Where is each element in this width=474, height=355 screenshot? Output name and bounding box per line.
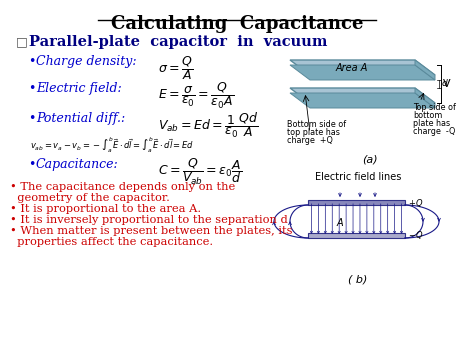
Text: $A$: $A$ — [336, 215, 344, 228]
Text: bottom: bottom — [413, 111, 442, 120]
Text: •: • — [28, 55, 36, 68]
Text: $-Q$: $-Q$ — [408, 229, 423, 241]
Text: $C = \dfrac{Q}{V_{ab}} = \varepsilon_0\dfrac{A}{d}$: $C = \dfrac{Q}{V_{ab}} = \varepsilon_0\d… — [158, 157, 242, 187]
Text: properties affect the capacitance.: properties affect the capacitance. — [10, 237, 213, 247]
Polygon shape — [415, 88, 435, 108]
Text: Charge density:: Charge density: — [36, 55, 137, 68]
Text: Electric field lines: Electric field lines — [315, 172, 401, 182]
Text: $v_{ab}=v_a-v_b=-\int_a^b\vec{E}\cdot d\vec{l}=\int_a^b\vec{E}\cdot d\vec{l}=Ed$: $v_{ab}=v_a-v_b=-\int_a^b\vec{E}\cdot d\… — [30, 135, 194, 155]
Text: Electric field:: Electric field: — [36, 82, 122, 95]
Text: $\sigma = \dfrac{Q}{A}$: $\sigma = \dfrac{Q}{A}$ — [158, 54, 193, 82]
Text: • It is proportional to the area A.: • It is proportional to the area A. — [10, 204, 201, 214]
Text: •: • — [28, 158, 36, 171]
Text: (a): (a) — [362, 155, 378, 165]
Text: plate has: plate has — [413, 119, 450, 128]
Text: d: d — [442, 80, 448, 88]
Text: top plate has: top plate has — [287, 128, 340, 137]
Text: ( b): ( b) — [348, 275, 368, 285]
Polygon shape — [290, 65, 435, 80]
Text: Area A: Area A — [336, 63, 368, 73]
Polygon shape — [290, 60, 435, 75]
Text: □: □ — [16, 35, 28, 48]
Bar — [308, 200, 405, 205]
Text: charge  +Q: charge +Q — [287, 136, 333, 145]
Text: charge  -Q: charge -Q — [413, 127, 456, 136]
Text: $+Q$: $+Q$ — [408, 197, 423, 209]
Text: Parallel-plate  capacitor  in  vacuum: Parallel-plate capacitor in vacuum — [29, 35, 328, 49]
Text: geometry of the capacitor.: geometry of the capacitor. — [10, 193, 170, 203]
Text: • The capacitance depends only on the: • The capacitance depends only on the — [10, 182, 235, 192]
Text: $E = \dfrac{\sigma}{\varepsilon_0} = \dfrac{Q}{\varepsilon_0 A}$: $E = \dfrac{\sigma}{\varepsilon_0} = \df… — [158, 81, 234, 111]
Text: $V_{ab} = Ed = \dfrac{1}{\varepsilon_0}\dfrac{Qd}{A}$: $V_{ab} = Ed = \dfrac{1}{\varepsilon_0}\… — [158, 111, 258, 140]
Text: Calculating  Capacitance: Calculating Capacitance — [111, 15, 363, 33]
Text: • When matter is present between the plates, its: • When matter is present between the pla… — [10, 226, 292, 236]
Text: •: • — [28, 112, 36, 125]
Text: V: V — [443, 79, 451, 89]
Text: Potential diff.:: Potential diff.: — [36, 112, 125, 125]
Polygon shape — [290, 88, 435, 103]
Text: Top side of: Top side of — [413, 103, 456, 112]
Text: • It is inversely proportional to the separation d: • It is inversely proportional to the se… — [10, 215, 288, 225]
Text: Bottom side of: Bottom side of — [287, 120, 346, 129]
Polygon shape — [290, 93, 435, 108]
Bar — [308, 233, 405, 238]
Polygon shape — [415, 60, 435, 80]
Text: •: • — [28, 82, 36, 95]
Text: Capacitance:: Capacitance: — [36, 158, 119, 171]
